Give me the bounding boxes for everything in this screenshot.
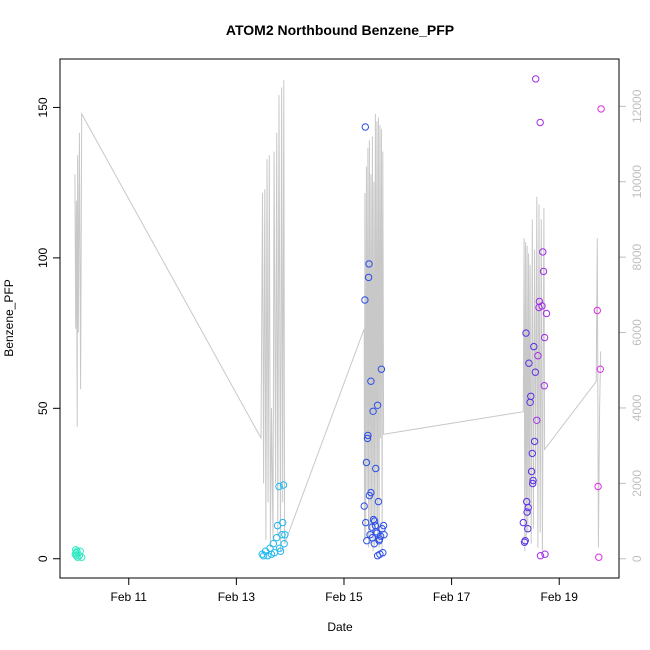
x-tick-label: Feb 17	[433, 590, 471, 604]
series-line	[74, 79, 602, 552]
y-tick-label: 50	[36, 401, 50, 415]
data-point	[523, 508, 531, 516]
data-point	[530, 342, 538, 351]
data-point	[375, 535, 384, 543]
x-tick-label: Feb 19	[541, 590, 579, 604]
data-point	[519, 518, 527, 527]
y2-tick-label: 6000	[630, 319, 644, 346]
data-point	[538, 302, 546, 310]
data-point	[276, 544, 284, 552]
data-point	[362, 458, 371, 467]
y2-tick-label: 8000	[630, 243, 644, 270]
data-point	[278, 531, 286, 539]
data-point	[364, 431, 372, 440]
data-point	[527, 467, 536, 476]
data-point	[269, 540, 278, 548]
x-axis-label: Date	[327, 620, 353, 634]
data-point	[362, 518, 370, 527]
data-point	[73, 553, 82, 561]
data-point	[361, 296, 369, 304]
y2-tick-label: 4000	[630, 394, 644, 421]
y-tick-label: 150	[36, 97, 50, 117]
data-point	[532, 75, 540, 83]
data-point	[379, 521, 388, 530]
data-point	[597, 105, 605, 113]
axis-layer: Feb 11 Feb 13 Feb 15 Feb 17 Feb 19 0 50 100 150 0…	[36, 89, 644, 604]
y-tick-label: 100	[36, 248, 50, 268]
data-point	[596, 365, 604, 373]
data-point	[593, 306, 601, 315]
y-tick-label: 0	[36, 555, 50, 562]
data-point	[372, 464, 380, 473]
data-point	[78, 553, 86, 561]
data-point	[377, 365, 386, 373]
data-point	[369, 407, 377, 415]
y2-tick-label: 0	[630, 555, 644, 562]
data-point	[276, 547, 285, 555]
data-point	[275, 482, 283, 491]
data-point	[536, 118, 544, 127]
data-point	[534, 352, 542, 360]
data-point	[542, 309, 551, 318]
data-point	[281, 531, 289, 539]
data-point	[379, 549, 387, 557]
y2-tick-label: 12000	[630, 89, 644, 123]
data-point	[279, 518, 287, 527]
data-point	[536, 552, 545, 560]
data-point	[533, 416, 541, 424]
data-point	[380, 531, 388, 539]
y-axis-label: Benzene_PFP	[2, 279, 16, 356]
data-point	[259, 552, 268, 560]
data-point	[363, 537, 371, 545]
data-point	[528, 449, 536, 458]
data-point	[521, 537, 529, 545]
data-point	[530, 437, 539, 446]
data-point	[363, 434, 372, 443]
data-point	[541, 550, 549, 558]
data-point	[529, 476, 537, 485]
data-point	[539, 267, 548, 276]
data-point	[529, 479, 537, 488]
data-point	[72, 552, 81, 560]
data-point	[372, 528, 380, 536]
data-point	[525, 359, 533, 367]
data-point	[524, 525, 532, 533]
data-point	[540, 382, 548, 390]
data-point	[364, 273, 373, 282]
data-point	[280, 540, 288, 548]
line-layer	[74, 79, 602, 552]
x-tick-label: Feb 15	[325, 590, 363, 604]
data-point	[264, 552, 272, 560]
data-point	[522, 329, 530, 337]
data-point	[367, 488, 375, 497]
data-point	[370, 517, 379, 525]
data-point	[539, 248, 547, 256]
data-point	[368, 534, 377, 542]
data-point	[365, 260, 373, 268]
data-point	[531, 368, 539, 376]
data-point	[540, 333, 549, 342]
data-point	[595, 553, 603, 561]
data-point	[361, 123, 369, 131]
data-point	[367, 377, 375, 385]
x-tick-label: Feb 13	[218, 590, 256, 604]
y2-tick-label: 2000	[630, 470, 644, 497]
data-point	[594, 482, 602, 491]
data-point	[524, 503, 532, 512]
plot-frame	[59, 58, 620, 579]
point-layer	[71, 75, 605, 561]
y2-tick-label: 10000	[630, 165, 644, 199]
chart-title: ATOM2 Northbound Benzene_PFP	[226, 22, 454, 38]
data-point	[374, 497, 383, 506]
data-point	[279, 481, 288, 489]
data-point	[360, 502, 368, 510]
data-point	[527, 392, 535, 400]
data-point	[373, 401, 382, 409]
x-tick-label: Feb 11	[111, 590, 148, 604]
data-point	[368, 523, 376, 531]
